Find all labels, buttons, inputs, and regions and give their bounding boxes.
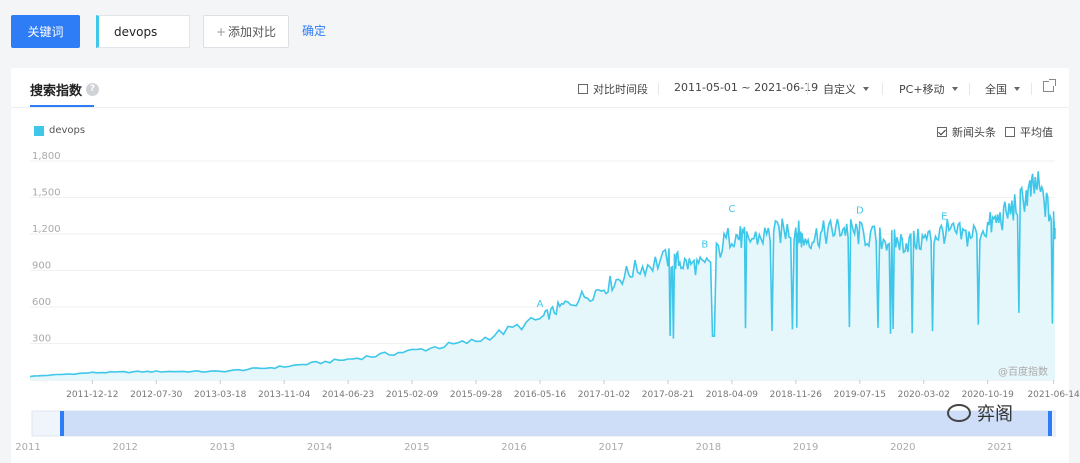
range-handle-left xyxy=(60,411,64,436)
divider xyxy=(658,83,659,95)
divider xyxy=(1031,83,1032,95)
range-year-label: 2012 xyxy=(112,442,137,453)
legend-label: devops xyxy=(49,125,86,136)
compare-period-label: 对比时间段 xyxy=(593,83,648,96)
legend-swatch xyxy=(34,125,44,136)
plus-icon: + xyxy=(215,24,227,39)
average-toggle[interactable]: 平均值 xyxy=(1005,124,1053,140)
date-range[interactable]: 2011-05-01 ~ 2021-06-19 xyxy=(674,81,819,94)
custom-label: 自定义 xyxy=(823,83,856,96)
x-tick-label: 2012-07-30 xyxy=(130,390,183,400)
annotation-label: B xyxy=(701,239,708,250)
range-year-label: 2018 xyxy=(696,442,721,453)
y-tick-label: 600 xyxy=(32,297,51,308)
x-tick-label: 2015-02-09 xyxy=(386,390,439,400)
x-tick-label: 2017-08-21 xyxy=(642,390,694,400)
news-checkbox[interactable] xyxy=(937,127,947,137)
search-toolbar: 关键词 devops + 添加对比 确定 xyxy=(0,0,1080,64)
divider xyxy=(969,83,970,95)
compare-period-toggle[interactable]: 对比时间段 xyxy=(578,81,648,97)
news-toggle[interactable]: 新闻头条 xyxy=(937,124,996,140)
x-tick-label: 2020-10-19 xyxy=(962,390,1015,400)
x-tick-label: 2014-06-23 xyxy=(322,390,374,400)
tab-search-index[interactable]: 搜索指数? xyxy=(30,80,100,99)
wechat-icon xyxy=(947,404,971,422)
external-link-icon[interactable] xyxy=(1043,79,1056,92)
series-area xyxy=(30,171,1055,380)
region-dropdown[interactable]: 全国 xyxy=(985,81,1020,97)
device-dropdown[interactable]: PC+移动 xyxy=(899,81,958,97)
custom-dropdown[interactable]: 自定义 xyxy=(823,81,869,97)
x-tick-label: 2017-01-02 xyxy=(578,390,630,400)
range-year-label: 2021 xyxy=(987,442,1012,453)
range-year-label: 2019 xyxy=(793,442,818,453)
watermark-text: 弈阁 xyxy=(977,404,1013,425)
x-tick-label: 2021-06-14 xyxy=(1027,390,1080,400)
x-tick-label: 2013-11-04 xyxy=(258,390,311,400)
annotation-label: A xyxy=(537,299,544,310)
x-tick-label: 2019-07-15 xyxy=(834,390,886,400)
legend[interactable]: devops xyxy=(34,125,85,136)
x-tick-label: 2018-04-09 xyxy=(706,390,759,400)
average-checkbox[interactable] xyxy=(1005,127,1015,137)
range-year-label: 2013 xyxy=(210,442,235,453)
keyword-button[interactable]: 关键词 xyxy=(11,15,80,48)
device-label: PC+移动 xyxy=(899,83,945,96)
x-tick-label: 2013-03-18 xyxy=(194,390,247,400)
news-label: 新闻头条 xyxy=(952,126,996,139)
confirm-link[interactable]: 确定 xyxy=(302,24,327,38)
credit-label: @百度指数 xyxy=(998,365,1048,378)
y-tick-label: 1,800 xyxy=(32,151,61,162)
range-year-label: 2020 xyxy=(890,442,915,453)
help-icon[interactable]: ? xyxy=(86,83,100,96)
x-tick-label: 2015-09-28 xyxy=(450,390,503,400)
y-tick-label: 900 xyxy=(32,261,51,272)
y-tick-label: 1,500 xyxy=(32,188,61,199)
divider xyxy=(807,83,808,95)
divider xyxy=(882,83,883,95)
tab-title-label: 搜索指数 xyxy=(30,84,83,99)
panel-header: 搜索指数? 对比时间段 2011-05-01 ~ 2021-06-19 自定义 … xyxy=(11,68,1069,108)
x-tick-label: 2018-11-26 xyxy=(770,390,823,400)
keyword-input[interactable]: devops xyxy=(96,15,190,48)
range-year-label: 2015 xyxy=(404,442,429,453)
chevron-down-icon xyxy=(951,87,958,91)
range-year-label: 2016 xyxy=(501,442,526,453)
range-year-label: 2017 xyxy=(598,442,623,453)
add-compare-button[interactable]: + 添加对比 xyxy=(203,15,289,48)
chevron-down-icon xyxy=(1014,87,1020,91)
average-label: 平均值 xyxy=(1020,126,1053,139)
range-year-label: 2014 xyxy=(307,442,332,453)
chevron-down-icon xyxy=(863,87,869,91)
add-compare-label: 添加对比 xyxy=(228,25,277,39)
range-year-label: 2011 xyxy=(15,442,40,453)
annotation-label: E xyxy=(941,211,947,222)
range-window xyxy=(62,411,1052,436)
range-handle-right xyxy=(1048,411,1052,436)
x-tick-label: 2020-03-02 xyxy=(898,390,950,400)
compare-period-checkbox[interactable] xyxy=(578,84,588,94)
region-label: 全国 xyxy=(985,83,1007,96)
x-tick-label: 2016-05-16 xyxy=(514,390,567,400)
x-tick-label: 2011-12-12 xyxy=(66,390,118,400)
series-line-devops xyxy=(29,171,1056,378)
watermark: 弈阁 xyxy=(947,400,1013,426)
annotation-label: C xyxy=(728,204,735,215)
y-tick-label: 300 xyxy=(32,334,51,345)
annotation-label: D xyxy=(856,205,864,216)
tab-underline xyxy=(30,105,94,107)
y-tick-label: 1,200 xyxy=(32,224,61,235)
